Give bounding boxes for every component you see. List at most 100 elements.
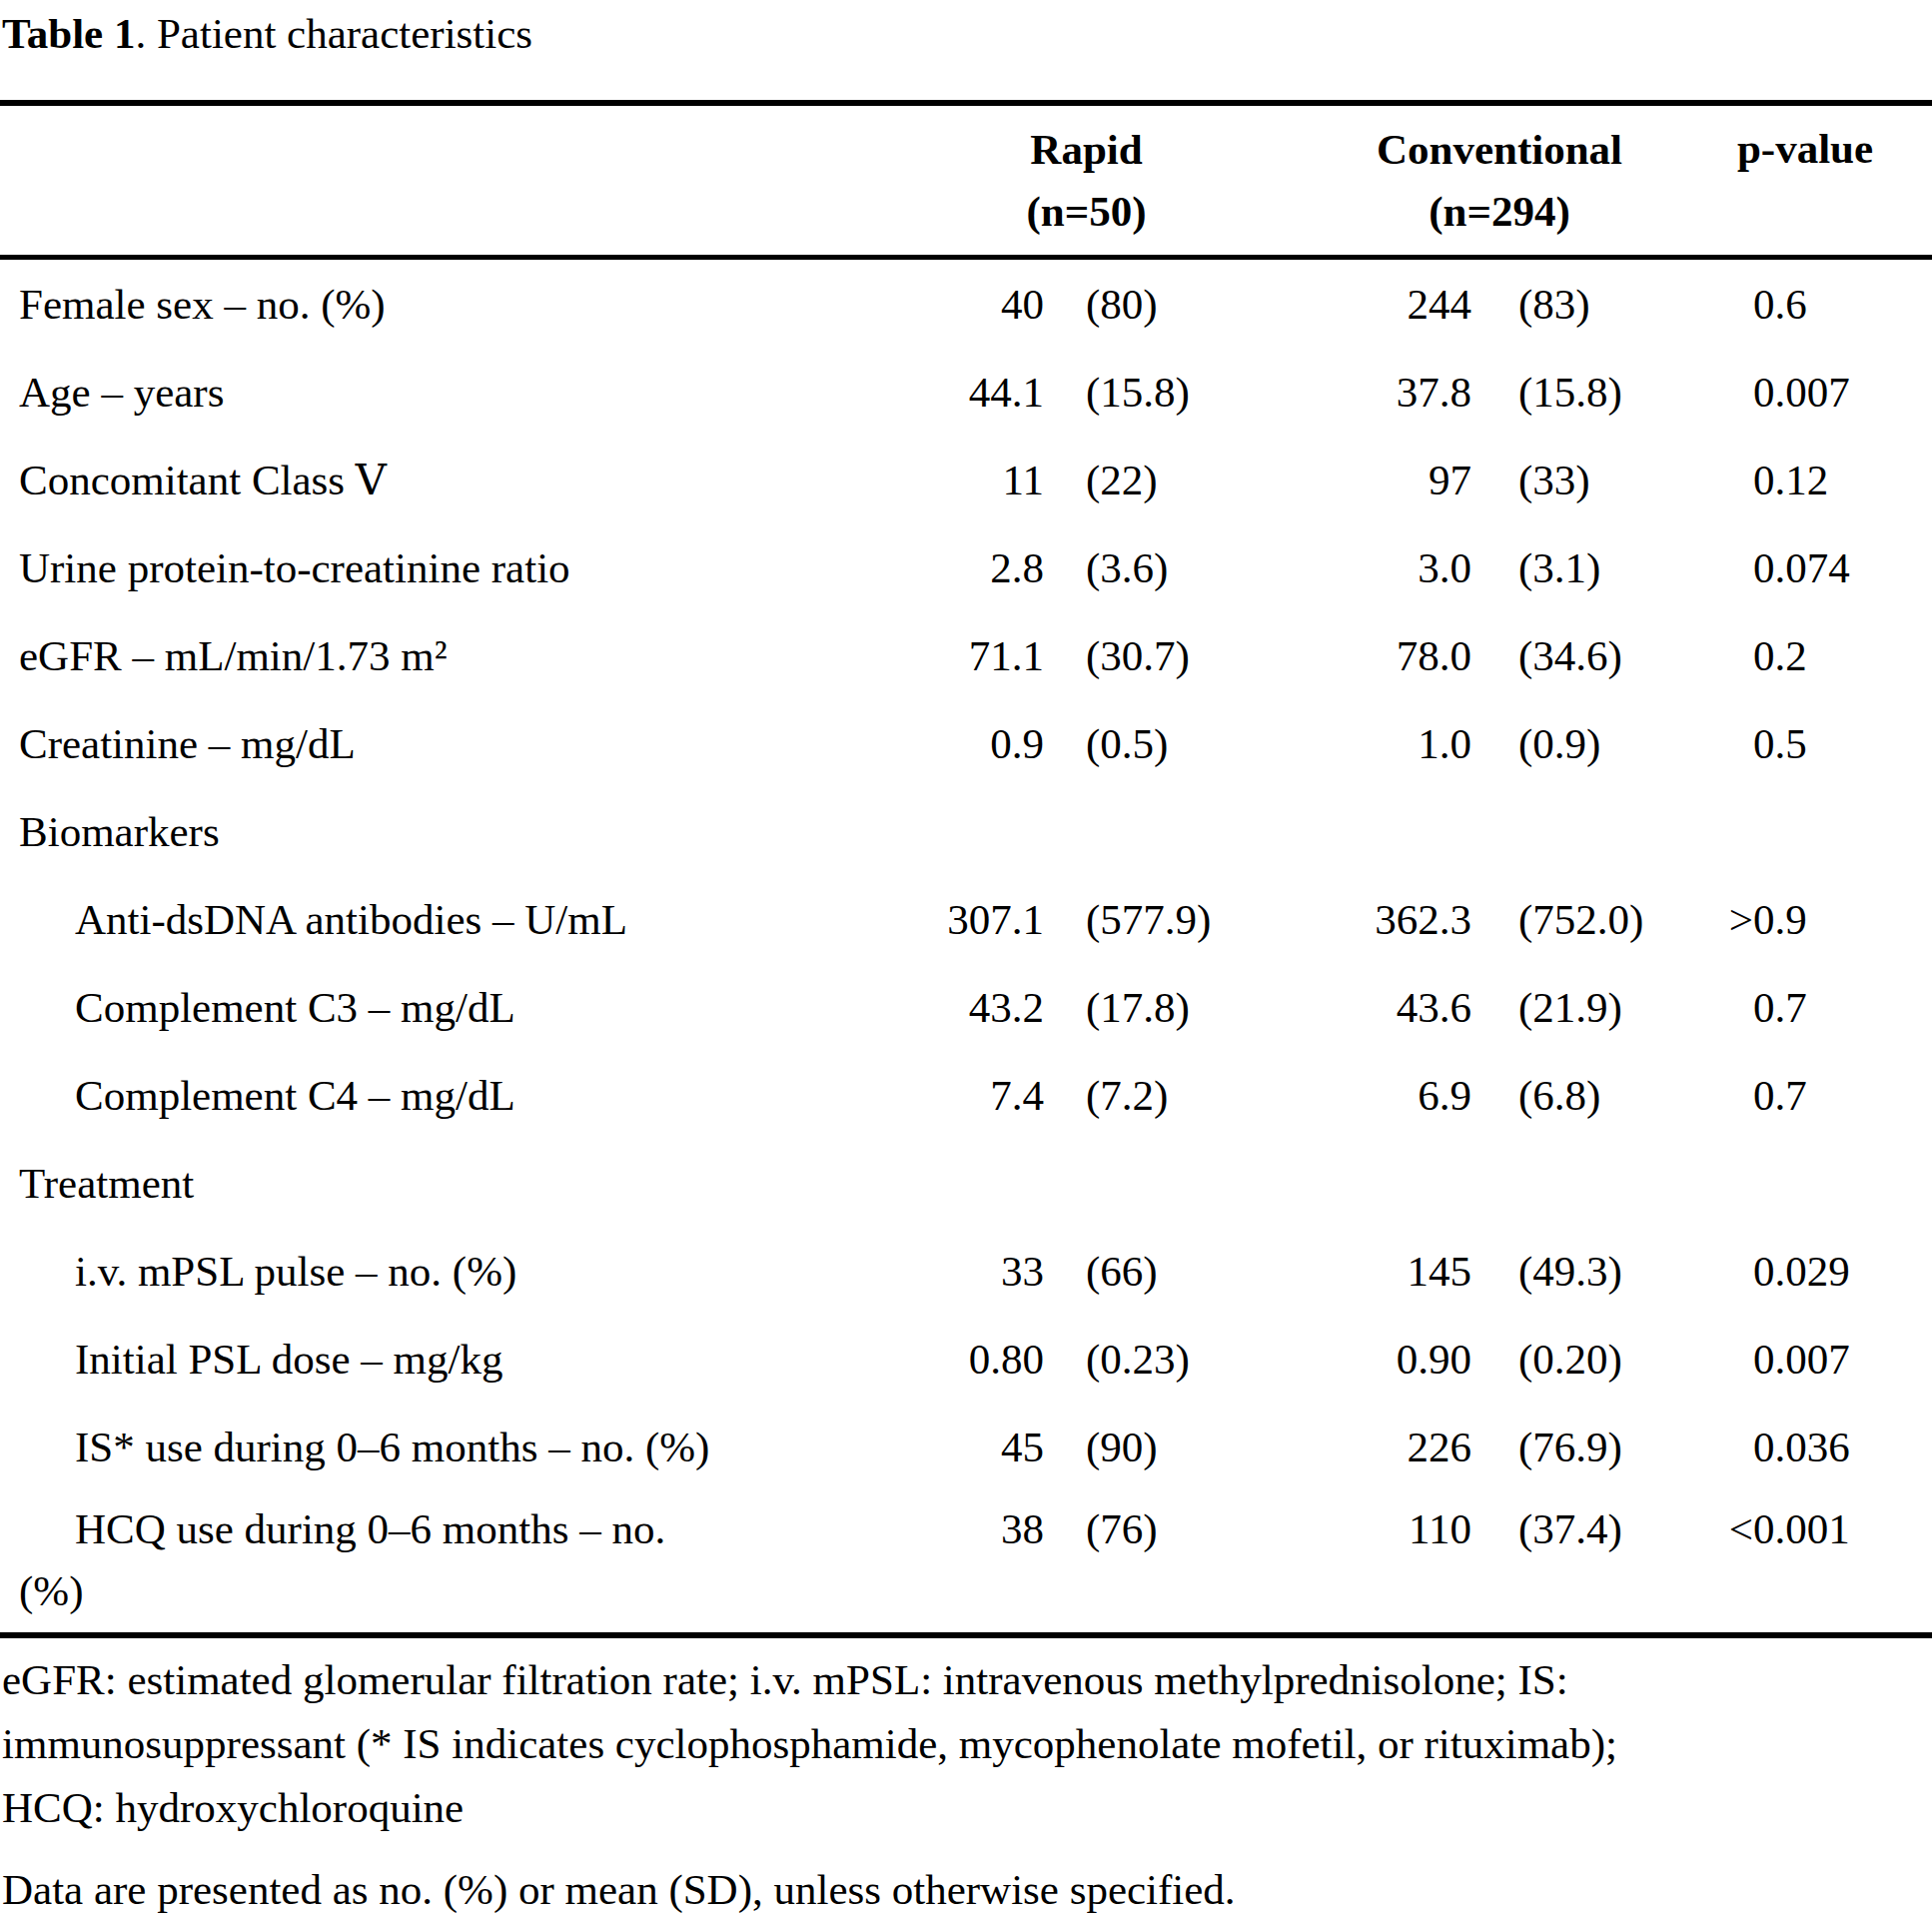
conventional-mean-cell: 6.9	[1229, 1071, 1471, 1120]
table-row: eGFR – mL/min/1.73 m² 71.1 (30.7) 78.0 (…	[0, 611, 1932, 699]
rapid-mean-cell: 43.2	[944, 983, 1044, 1032]
row-label: Concomitant Class Ⅴ	[19, 457, 387, 503]
row-label: i.v. mPSL pulse – no. (%)	[19, 1248, 516, 1295]
conventional-mean-cell: 244	[1229, 280, 1471, 329]
p-value-cell: 0.2	[1678, 631, 1932, 680]
conventional-sd-cell: (15.8)	[1471, 368, 1678, 417]
section-row: Biomarkers	[0, 787, 1932, 875]
p-value-cell: 0.036	[1678, 1423, 1932, 1471]
table-row: Age – years 44.1 (15.8) 37.8 (15.8) 0.00…	[0, 348, 1932, 436]
conventional-sd-cell: (752.0)	[1471, 895, 1678, 944]
rapid-mean-cell: 33	[944, 1247, 1044, 1296]
rapid-mean-cell: 38	[944, 1498, 1044, 1560]
conventional-mean-cell: 3.0	[1229, 543, 1471, 592]
table-row: Urine protein-to-creatinine ratio 2.8 (3…	[0, 523, 1932, 611]
rapid-mean-cell: 7.4	[944, 1071, 1044, 1120]
row-label: Age – years	[19, 369, 224, 416]
rapid-mean-cell: 2.8	[944, 543, 1044, 592]
data-presentation-note: Data are presented as no. (%) or mean (S…	[2, 1858, 1932, 1917]
row-label-cell: IS* use during 0–6 months – no. (%)	[0, 1423, 944, 1471]
conventional-mean-cell: 0.90	[1229, 1335, 1471, 1384]
conventional-mean-cell: 37.8	[1229, 368, 1471, 417]
row-label: Female sex – no. (%)	[19, 281, 386, 328]
table-row: HCQ use during 0–6 months – no. (%) 38 (7…	[0, 1490, 1932, 1632]
row-label-cell: Creatinine – mg/dL	[0, 719, 944, 768]
table-row: Anti-dsDNA antibodies – U/mL 307.1 (577.…	[0, 875, 1932, 963]
rapid-sd-cell: (66)	[1044, 1247, 1229, 1296]
p-value-cell: 0.7	[1678, 1071, 1932, 1120]
row-label-cell: Complement C4 – mg/dL	[0, 1071, 944, 1120]
conventional-mean-cell: 43.6	[1229, 983, 1471, 1032]
p-value-cell: 0.6	[1678, 280, 1932, 329]
rapid-mean-cell: 40	[944, 280, 1044, 329]
row-label-cell: Urine protein-to-creatinine ratio	[0, 543, 944, 592]
table-row: Creatinine – mg/dL 0.9 (0.5) 1.0 (0.9) 0…	[0, 699, 1932, 787]
table-title-text: . Patient characteristics	[135, 10, 532, 57]
conventional-mean-cell: 145	[1229, 1247, 1471, 1296]
row-label: Biomarkers	[19, 808, 220, 855]
row-label: Initial PSL dose – mg/kg	[19, 1336, 502, 1383]
header-conventional-group: Conventional (n=294)	[1275, 119, 1724, 243]
row-label: IS* use during 0–6 months – no. (%)	[19, 1424, 709, 1470]
conventional-sd-cell: (0.9)	[1471, 719, 1678, 768]
rapid-sd-cell: (76)	[1044, 1498, 1229, 1560]
rapid-sd-cell: (17.8)	[1044, 983, 1229, 1032]
abbreviation-note: eGFR: estimated glomerular filtration ra…	[2, 1648, 1932, 1840]
p-value-cell: 0.12	[1678, 456, 1932, 504]
table-row: Complement C3 – mg/dL 43.2 (17.8) 43.6 (…	[0, 963, 1932, 1051]
conventional-sd-cell: (34.6)	[1471, 631, 1678, 680]
footnotes: eGFR: estimated glomerular filtration ra…	[0, 1638, 1932, 1917]
row-label: Anti-dsDNA antibodies – U/mL	[19, 896, 627, 943]
table-title: Table 1. Patient characteristics	[0, 0, 1932, 60]
row-label-cell: Treatment	[0, 1159, 944, 1208]
conventional-mean-cell: 1.0	[1229, 719, 1471, 768]
rapid-sd-cell: (7.2)	[1044, 1071, 1229, 1120]
conventional-mean-cell: 362.3	[1229, 895, 1471, 944]
section-row: Treatment	[0, 1139, 1932, 1227]
header-rapid-label: Rapid	[944, 119, 1229, 181]
rapid-mean-cell: 71.1	[944, 631, 1044, 680]
rapid-sd-cell: (577.9)	[1044, 895, 1229, 944]
table-header-row: Rapid (n=50) Conventional (n=294) p-valu…	[0, 106, 1932, 255]
rapid-mean-cell: 44.1	[944, 368, 1044, 417]
conventional-mean-cell: 78.0	[1229, 631, 1471, 680]
conventional-mean-cell: 97	[1229, 456, 1471, 504]
rapid-sd-cell: (90)	[1044, 1423, 1229, 1471]
conventional-sd-cell: (33)	[1471, 456, 1678, 504]
row-label-cell: Age – years	[0, 368, 944, 417]
row-label: Complement C4 – mg/dL	[19, 1072, 515, 1119]
p-value-cell: 0.007	[1678, 1335, 1932, 1384]
header-rapid-n: (n=50)	[944, 181, 1229, 243]
row-label: eGFR – mL/min/1.73 m²	[19, 632, 448, 679]
row-label: HCQ use during 0–6 months – no.	[19, 1505, 665, 1552]
row-label: Creatinine – mg/dL	[19, 720, 356, 767]
conventional-mean-cell: 226	[1229, 1423, 1471, 1471]
conventional-sd-cell: (83)	[1471, 280, 1678, 329]
p-value-cell: 0.029	[1678, 1247, 1932, 1296]
conventional-sd-cell: (21.9)	[1471, 983, 1678, 1032]
header-conventional-n: (n=294)	[1275, 181, 1724, 243]
row-label: Treatment	[19, 1160, 194, 1207]
row-label-cell: Complement C3 – mg/dL	[0, 983, 944, 1032]
rapid-mean-cell: 307.1	[944, 895, 1044, 944]
table-row: Initial PSL dose – mg/kg 0.80 (0.23) 0.9…	[0, 1315, 1932, 1403]
conventional-sd-cell: (37.4)	[1471, 1498, 1678, 1560]
header-conventional-label: Conventional	[1275, 119, 1724, 181]
rapid-mean-cell: 0.9	[944, 719, 1044, 768]
rapid-sd-cell: (30.7)	[1044, 631, 1229, 680]
rapid-mean-cell: 0.80	[944, 1335, 1044, 1384]
conventional-sd-cell: (49.3)	[1471, 1247, 1678, 1296]
row-label-wrap: (%)	[19, 1560, 944, 1622]
p-value-cell: 0.5	[1678, 719, 1932, 768]
rapid-sd-cell: (80)	[1044, 280, 1229, 329]
abbreviation-line: HCQ: hydroxychloroquine	[2, 1776, 1932, 1840]
table-figure: Table 1. Patient characteristics Rapid (…	[0, 0, 1932, 1917]
row-label-cell: eGFR – mL/min/1.73 m²	[0, 631, 944, 680]
rapid-sd-cell: (15.8)	[1044, 368, 1229, 417]
conventional-mean-cell: 110	[1229, 1498, 1471, 1560]
rapid-mean-cell: 45	[944, 1423, 1044, 1471]
row-label-cell: Concomitant Class Ⅴ	[0, 455, 944, 504]
p-value-cell: >0.9	[1678, 895, 1932, 944]
p-value-cell: 0.007	[1678, 368, 1932, 417]
conventional-sd-cell: (0.20)	[1471, 1335, 1678, 1384]
